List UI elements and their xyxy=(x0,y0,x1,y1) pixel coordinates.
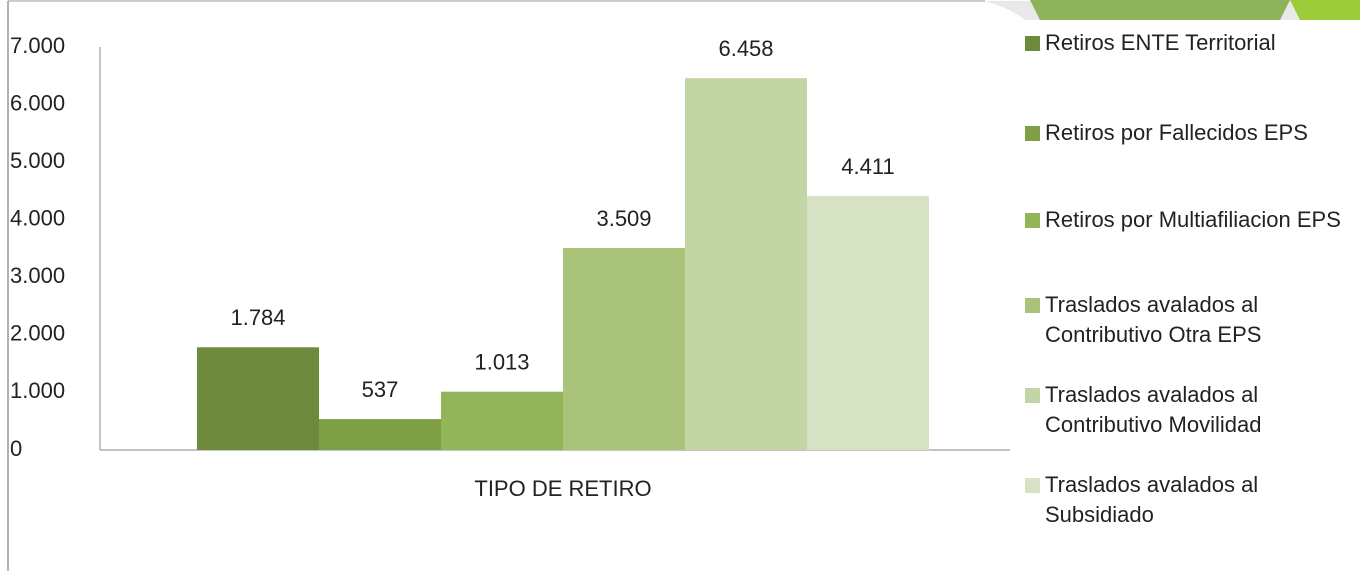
legend-swatch xyxy=(1025,478,1040,493)
y-tick-label: 7.000 xyxy=(10,33,65,58)
data-label: 4.411 xyxy=(841,154,894,179)
legend-swatch xyxy=(1025,36,1040,51)
x-tick-label: TIPO DE RETIRO xyxy=(474,476,651,501)
legend-item: Retiros por Multiafiliacion EPS xyxy=(1025,205,1345,235)
bar xyxy=(319,419,441,450)
y-tick-label: 6.000 xyxy=(10,90,65,115)
legend-label: Traslados avalados al Contributivo Otra … xyxy=(1045,292,1262,347)
legend-label: Retiros ENTE Territorial xyxy=(1045,30,1276,55)
data-label: 537 xyxy=(362,377,399,402)
data-label: 1.013 xyxy=(474,349,529,374)
y-tick-label: 4.000 xyxy=(10,206,65,231)
y-tick-label: 3.000 xyxy=(10,263,65,288)
bar xyxy=(563,247,685,450)
legend-swatch xyxy=(1025,126,1040,141)
legend-item: Traslados avalados al Subsidiado xyxy=(1025,470,1345,530)
bar xyxy=(685,78,807,451)
y-tick-label: 1.000 xyxy=(10,378,65,403)
decor xyxy=(1290,0,1360,20)
legend-swatch xyxy=(1025,213,1040,228)
data-label: 1.784 xyxy=(230,305,285,330)
y-tick-label: 2.000 xyxy=(10,321,65,346)
legend-label: Traslados avalados al Contributivo Movil… xyxy=(1045,382,1262,437)
y-tick-label: 5.000 xyxy=(10,148,65,173)
bar xyxy=(197,347,319,450)
data-label: 6.458 xyxy=(718,36,773,61)
legend-label: Retiros por Multiafiliacion EPS xyxy=(1045,207,1341,232)
data-label: 3.509 xyxy=(596,206,651,231)
legend-swatch xyxy=(1025,388,1040,403)
legend-label: Retiros por Fallecidos EPS xyxy=(1045,120,1308,145)
legend-item: Retiros por Fallecidos EPS xyxy=(1025,118,1345,148)
legend-item: Traslados avalados al Contributivo Otra … xyxy=(1025,290,1345,350)
legend-item: Traslados avalados al Contributivo Movil… xyxy=(1025,380,1345,440)
legend-label: Traslados avalados al Subsidiado xyxy=(1045,472,1259,527)
decor xyxy=(1030,0,1290,20)
legend-swatch xyxy=(1025,298,1040,313)
legend-item: Retiros ENTE Territorial xyxy=(1025,28,1345,58)
y-tick-label: 0 xyxy=(10,436,22,461)
bar xyxy=(441,391,563,450)
bar xyxy=(807,196,929,450)
